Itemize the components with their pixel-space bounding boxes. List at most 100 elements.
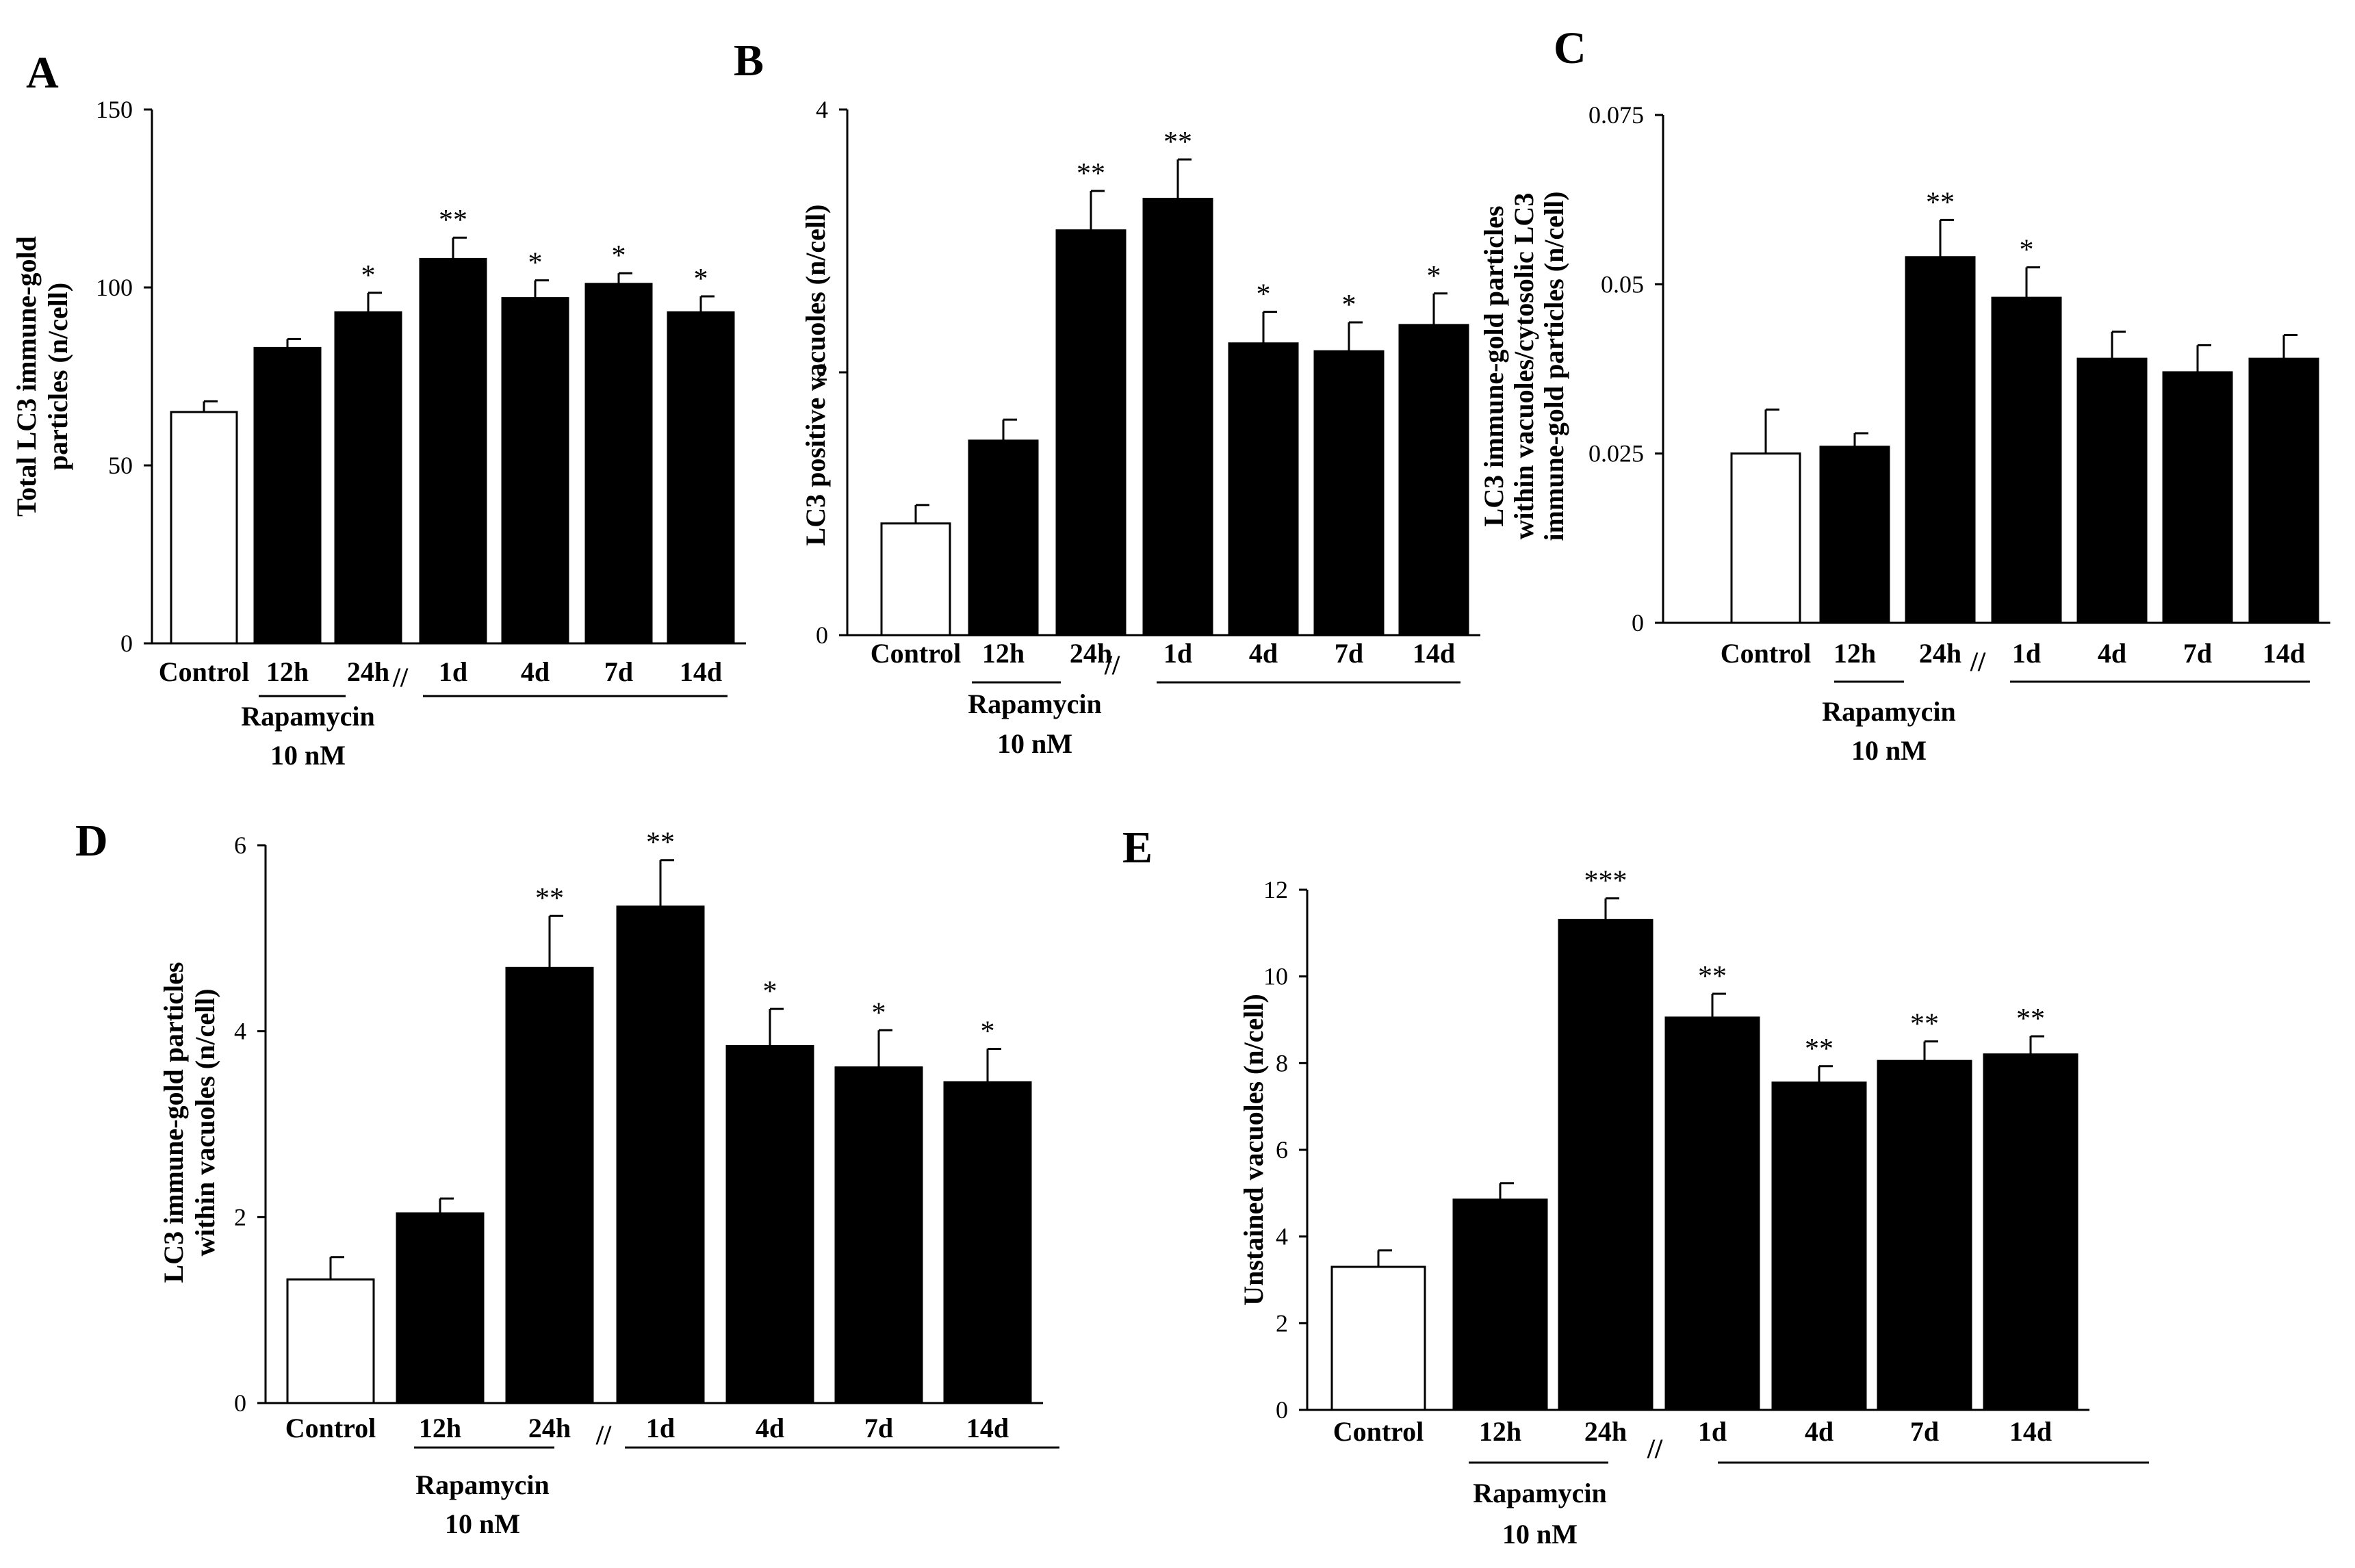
y-tick-label: 2 <box>1276 1309 1288 1337</box>
panel-label: E <box>1122 823 1153 873</box>
category-label: 12h <box>1833 638 1876 669</box>
y-tick-label: 0.05 <box>1601 270 1644 298</box>
bar-7d <box>584 283 653 645</box>
category-label: Control <box>871 638 962 669</box>
bar-1d <box>419 257 487 645</box>
chart-panel-B: B LC3 positive vacuoles (n/cell) 0 2 4 Contro… <box>734 36 1480 759</box>
category-label: 7d <box>1910 1416 1939 1447</box>
panel-label: C <box>1554 23 1586 73</box>
panel-label: B <box>734 36 764 86</box>
panel-label: D <box>75 816 108 866</box>
bar-12h <box>1452 1198 1548 1411</box>
y-tick-label: 2 <box>234 1203 246 1231</box>
y-tick-label: 4 <box>816 96 828 123</box>
dose-label: 10 nM <box>1502 1519 1578 1550</box>
bar-4d <box>1228 342 1299 637</box>
category-label: 1d <box>1698 1416 1727 1447</box>
category-label: 4d <box>1249 638 1278 669</box>
significance-marker: * <box>763 976 777 1007</box>
significance-marker: * <box>981 1016 995 1047</box>
bar-14d <box>2248 357 2319 624</box>
axis-break-mark: // <box>1104 650 1120 680</box>
category-label: 14d <box>966 1413 1009 1443</box>
bar-1d <box>1142 198 1213 637</box>
axis-break-mark: // <box>1970 646 1986 677</box>
significance-marker: ** <box>646 827 675 859</box>
chart-panel-A: A Total LC3 immune-gold particles (n/cell)… <box>11 48 746 771</box>
chart-panel-D: D LC3 immune-gold particles within vacuole… <box>75 816 1059 1539</box>
significance-marker: ** <box>2016 1003 2045 1035</box>
category-label: 14d <box>1413 638 1455 669</box>
bar-14d <box>1983 1053 2079 1411</box>
y-axis-label: within vacuoles (n/cell) <box>190 988 220 1256</box>
bar-4d <box>725 1044 814 1404</box>
axis-break-mark: // <box>392 662 409 693</box>
dose-label: 10 nM <box>1851 735 1927 766</box>
bar-14d <box>1398 324 1469 637</box>
category-label: 1d <box>439 656 467 687</box>
bar-Control <box>1330 1265 1426 1411</box>
category-label: Control <box>285 1413 376 1443</box>
category-label: 14d <box>680 656 722 687</box>
y-tick-label: 4 <box>234 1018 246 1045</box>
category-label: 7d <box>1335 638 1363 669</box>
significance-marker: ** <box>1077 158 1105 190</box>
y-axis-label: Total LC3 immune-gold <box>11 236 42 517</box>
category-label: 12h <box>419 1413 461 1443</box>
significance-marker: * <box>872 997 886 1029</box>
y-tick-label: 100 <box>96 274 133 301</box>
bar-4d <box>2076 357 2148 624</box>
category-label: 12h <box>982 638 1025 669</box>
dose-label: 10 nM <box>445 1508 520 1539</box>
bar-1d <box>616 905 705 1404</box>
bar-7d <box>2162 371 2233 624</box>
treatment-label: Rapamycin <box>415 1469 550 1500</box>
bar-24h <box>505 966 594 1404</box>
category-label: 7d <box>864 1413 893 1443</box>
chart-panel-C: C LC3 immune-gold particles within vacuole… <box>1478 23 2330 766</box>
bar-24h <box>1905 256 1976 624</box>
y-tick-label: 8 <box>1276 1049 1288 1077</box>
y-tick-label: 0 <box>234 1389 246 1417</box>
bar-24h <box>334 311 402 645</box>
bar-7d <box>1877 1059 1972 1411</box>
category-label: 24h <box>528 1413 571 1443</box>
significance-marker: * <box>694 264 708 295</box>
significance-marker: * <box>1257 279 1271 311</box>
bar-7d <box>1313 350 1385 637</box>
axis-break-mark: // <box>1647 1433 1663 1464</box>
category-label: 24h <box>1584 1416 1627 1447</box>
y-tick-label: 6 <box>1276 1136 1288 1164</box>
y-axis-label: immune-gold particles (n/cell) <box>1539 191 1569 541</box>
bar-7d <box>834 1066 923 1404</box>
y-tick-label: 10 <box>1263 963 1288 990</box>
y-axis-label: LC3 immune-gold particles <box>158 962 189 1283</box>
y-tick-label: 0.075 <box>1588 101 1644 129</box>
category-label: 4d <box>521 656 550 687</box>
y-tick-label: 4 <box>1276 1223 1288 1250</box>
bar-Control <box>880 522 951 637</box>
significance-marker: * <box>612 240 626 272</box>
bar-1d <box>1991 296 2062 624</box>
category-label: 24h <box>1070 638 1112 669</box>
category-label: 4d <box>1805 1416 1833 1447</box>
bar-24h <box>1558 918 1653 1411</box>
y-axis-label: Unstained vacuoles (n/cell) <box>1238 994 1269 1306</box>
treatment-label: Rapamycin <box>241 701 375 732</box>
y-tick-label: 0 <box>816 621 828 649</box>
significance-marker: ** <box>1698 961 1727 992</box>
category-label: Control <box>1721 638 1812 669</box>
category-label: Control <box>159 656 250 687</box>
significance-marker: ** <box>1926 187 1955 218</box>
bar-12h <box>968 439 1039 637</box>
bar-1d <box>1664 1016 1760 1411</box>
y-axis-label: particles (n/cell) <box>42 283 73 470</box>
significance-marker: ** <box>1805 1033 1833 1065</box>
significance-marker: ** <box>1910 1009 1939 1040</box>
y-tick-label: 50 <box>108 452 133 479</box>
category-label: 1d <box>646 1413 675 1443</box>
bar-Control <box>170 411 238 645</box>
y-tick-label: 0.025 <box>1588 440 1644 467</box>
significance-marker: *** <box>1584 866 1627 897</box>
